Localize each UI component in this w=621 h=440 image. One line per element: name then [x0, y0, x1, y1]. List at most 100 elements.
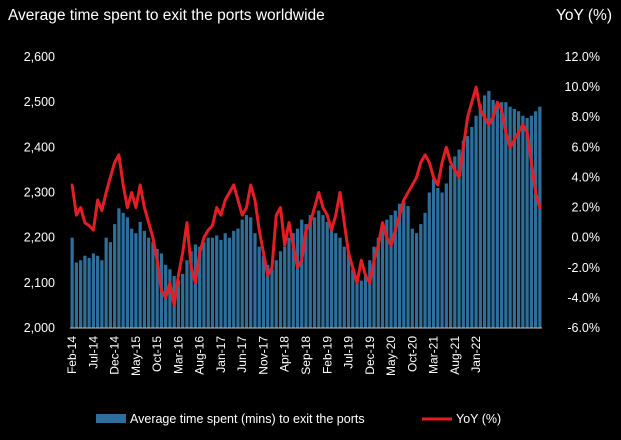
- y2-tick-label: 2.0%: [572, 201, 601, 215]
- y2-axis-label: YoY (%): [556, 7, 612, 24]
- bar: [346, 251, 351, 328]
- bar: [448, 165, 453, 328]
- bar: [499, 102, 504, 328]
- bar: [517, 111, 521, 328]
- bar: [287, 237, 291, 328]
- x-tick-label: Apr-18: [278, 336, 292, 372]
- bar-series: [70, 90, 542, 329]
- bar: [512, 108, 516, 328]
- bar: [317, 210, 321, 328]
- x-tick-label: Jun-17: [235, 336, 249, 373]
- bar: [338, 237, 342, 328]
- bar: [351, 269, 355, 328]
- bar: [402, 201, 406, 328]
- bar: [300, 219, 304, 328]
- y2-tick-label: 12.0%: [565, 50, 600, 64]
- x-tick-label: Aug-21: [448, 336, 462, 375]
- bar: [312, 217, 317, 328]
- bar: [470, 127, 474, 328]
- x-tick-label: Jan-22: [469, 336, 483, 373]
- bar: [389, 215, 393, 328]
- y2-tick-label: 0.0%: [572, 231, 601, 245]
- bar: [185, 260, 189, 328]
- legend-label-line: YoY (%): [456, 412, 501, 426]
- x-tick-label: Feb-19: [320, 336, 334, 374]
- bar: [283, 246, 287, 328]
- bar: [474, 115, 478, 328]
- bar: [244, 215, 249, 328]
- bar: [427, 192, 431, 328]
- x-axis: Feb-14 Jul-14 Dec-14 May-15 Oct-15 Mar-16 Aug-…: [65, 336, 483, 376]
- bar: [278, 251, 283, 328]
- bar: [359, 280, 363, 328]
- bar: [538, 106, 542, 329]
- y2-tick-label: -6.0%: [567, 321, 600, 335]
- bar: [227, 237, 232, 328]
- bar: [74, 262, 78, 328]
- bar: [249, 217, 253, 328]
- x-tick-label: Dec-19: [363, 336, 377, 375]
- x-tick-label: Mar-21: [427, 336, 441, 374]
- y-axis-left: 2,000 2,100 2,200 2,300 2,400 2,500 2,600: [24, 50, 55, 335]
- line-series: [70, 85, 542, 307]
- bar: [410, 228, 414, 328]
- bar: [193, 244, 198, 328]
- bar: [491, 99, 495, 328]
- x-tick-label: May-20: [384, 336, 398, 376]
- x-tick-label: Aug-16: [193, 336, 207, 375]
- bar: [372, 246, 376, 328]
- bar: [385, 219, 389, 328]
- bar: [274, 260, 278, 328]
- y-axis-right: -6.0% -4.0% -2.0% 0.0% 2.0% 4.0% 6.0% 8.0% 10.0%…: [565, 50, 600, 335]
- bar: [100, 260, 104, 328]
- bar: [70, 237, 74, 328]
- y2-tick-label: 10.0%: [565, 80, 600, 94]
- bar: [142, 230, 147, 328]
- bar: [465, 136, 470, 328]
- bar: [504, 102, 508, 328]
- bar: [121, 212, 125, 328]
- bar: [363, 273, 368, 328]
- bar: [393, 210, 397, 328]
- bar: [155, 248, 159, 328]
- bar: [83, 255, 87, 328]
- bar: [414, 233, 419, 328]
- y2-tick-label: -4.0%: [567, 291, 600, 305]
- bar: [117, 208, 121, 328]
- y-tick-label: 2,100: [24, 276, 55, 290]
- bar: [253, 233, 257, 328]
- x-tick-label: Jul-14: [86, 336, 100, 369]
- y-tick-label: 2,500: [24, 95, 55, 109]
- legend: Average time spent (mins) to exit the po…: [96, 412, 501, 426]
- bar: [406, 206, 410, 328]
- bar: [376, 237, 380, 328]
- x-tick-label: Jul-19: [342, 336, 356, 369]
- bar: [440, 192, 444, 328]
- bar: [461, 140, 465, 328]
- x-tick-label: Oct-15: [150, 336, 164, 372]
- bar: [219, 239, 223, 328]
- bar: [79, 260, 83, 328]
- y-tick-label: 2,600: [24, 50, 55, 64]
- x-tick-label: May-15: [129, 336, 143, 376]
- bar: [495, 104, 499, 329]
- x-tick-label: Sep-18: [299, 336, 313, 375]
- bar: [291, 233, 295, 328]
- bar: [104, 237, 108, 328]
- bar: [423, 212, 427, 328]
- bar: [453, 156, 457, 328]
- bar: [487, 90, 491, 329]
- x-tick-label: Jan-17: [214, 336, 228, 373]
- bar: [261, 255, 266, 328]
- bar: [151, 242, 155, 328]
- bar: [240, 219, 244, 328]
- x-tick-label: Mar-16: [171, 336, 185, 374]
- bar: [198, 246, 202, 328]
- y2-tick-label: 6.0%: [572, 140, 601, 154]
- y-tick-label: 2,000: [24, 321, 55, 335]
- bar: [176, 280, 181, 328]
- x-tick-label: Oct-20: [405, 336, 419, 372]
- bar: [206, 237, 210, 328]
- bar: [355, 278, 359, 328]
- bar: [189, 251, 193, 328]
